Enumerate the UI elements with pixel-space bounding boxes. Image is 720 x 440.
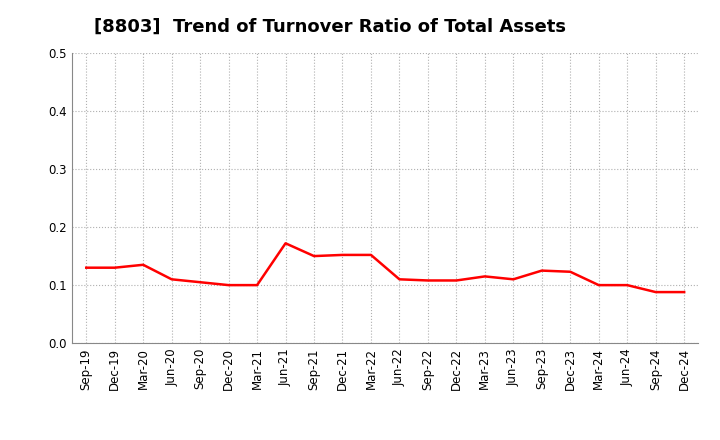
Text: [8803]  Trend of Turnover Ratio of Total Assets: [8803] Trend of Turnover Ratio of Total …: [94, 18, 566, 36]
